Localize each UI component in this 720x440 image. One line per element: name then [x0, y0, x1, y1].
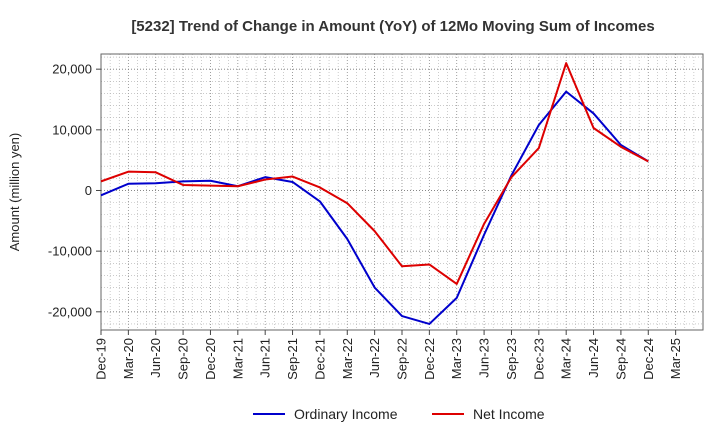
- x-tick-label: Mar-25: [668, 338, 683, 379]
- series-line-net-income: [100, 62, 649, 285]
- x-tick-label: Jun-23: [477, 338, 492, 378]
- x-tick-label: Sep-21: [285, 338, 300, 380]
- x-tick-label: Dec-22: [422, 338, 437, 380]
- legend-label-net-income: Net Income: [473, 406, 545, 422]
- x-tick-label: Mar-21: [230, 338, 245, 379]
- series-lines: [100, 62, 649, 325]
- y-axis-label: Amount (million yen): [7, 133, 22, 252]
- x-tick-label: Sep-23: [504, 338, 519, 380]
- x-tick-label: Mar-20: [121, 338, 136, 379]
- x-tick-label: Mar-23: [449, 338, 464, 379]
- x-tick-label: Mar-24: [559, 338, 574, 379]
- x-tick-label: Dec-23: [531, 338, 546, 380]
- x-tick-label: Sep-24: [613, 338, 628, 380]
- y-axis-ticks: 20,000 10,000 0 -10,000 -20,000: [48, 62, 101, 319]
- y-tick-label: 0: [85, 183, 92, 198]
- legend: Ordinary Income Net Income: [253, 406, 545, 422]
- x-tick-label: Dec-20: [203, 338, 218, 380]
- x-tick-label: Jun-24: [586, 338, 601, 378]
- x-tick-label: Jun-21: [258, 338, 273, 378]
- series-line-ordinary-income: [100, 90, 649, 325]
- x-tick-label: Sep-20: [176, 338, 191, 380]
- x-tick-label: Sep-22: [395, 338, 410, 380]
- y-tick-label: -20,000: [48, 304, 92, 319]
- x-tick-label: Dec-19: [94, 338, 109, 380]
- chart-title: [5232] Trend of Change in Amount (YoY) o…: [131, 18, 654, 35]
- x-axis-ticks: Dec-19 Mar-20 Jun-20 Sep-20 Dec-20 Mar-21 Jun-…: [94, 330, 683, 380]
- y-tick-label: 10,000: [52, 122, 92, 137]
- legend-label-ordinary-income: Ordinary Income: [294, 406, 398, 422]
- x-tick-label: Dec-21: [312, 338, 327, 380]
- y-tick-label: 20,000: [52, 62, 92, 77]
- x-tick-label: Jun-20: [148, 338, 163, 378]
- x-tick-label: Dec-24: [641, 338, 656, 380]
- x-tick-label: Jun-22: [367, 338, 382, 378]
- y-tick-label: -10,000: [48, 244, 92, 259]
- x-tick-label: Mar-22: [340, 338, 355, 379]
